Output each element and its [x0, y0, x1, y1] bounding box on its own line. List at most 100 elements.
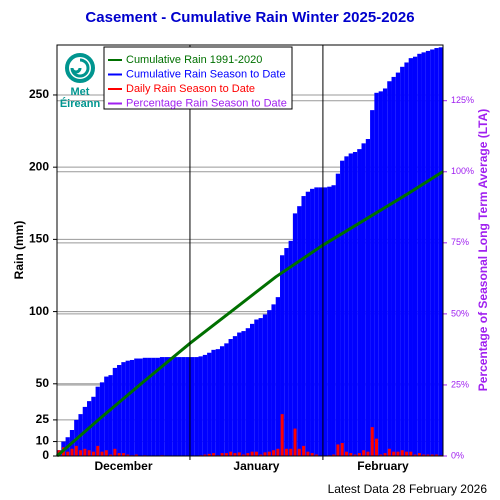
cumulative-bar [262, 314, 268, 456]
x-tick-label: January [233, 459, 279, 473]
daily-bar [224, 453, 228, 456]
cumulative-bar [104, 376, 109, 456]
y2-tick-label: 50% [451, 308, 469, 318]
daily-bar [229, 451, 233, 456]
daily-bar [104, 450, 108, 456]
daily-bar [91, 451, 95, 456]
daily-bar [396, 451, 400, 456]
cumulative-bar [211, 349, 216, 456]
daily-bar [83, 448, 87, 456]
logo-text: Met [71, 86, 90, 98]
y-axis-label: Rain (mm) [12, 221, 26, 280]
cumulative-bar [310, 188, 315, 456]
daily-bar [70, 448, 74, 456]
cumulative-bar [361, 143, 366, 456]
daily-bar [207, 453, 211, 456]
daily-bar [413, 454, 417, 456]
daily-bar [349, 453, 353, 456]
cumulative-bar [159, 357, 165, 456]
cumulative-bar [194, 357, 199, 456]
cumulative-bar [391, 76, 396, 457]
cumulative-bar [155, 357, 160, 456]
daily-bar [314, 454, 318, 456]
daily-bar [409, 451, 413, 456]
daily-bar [289, 448, 293, 456]
cumulative-bar [134, 358, 139, 456]
cumulative-bar [327, 186, 332, 456]
cumulative-bar [185, 357, 190, 456]
y-tick-label: 0 [42, 448, 49, 462]
daily-bar [336, 444, 340, 456]
daily-bar [280, 414, 284, 456]
cumulative-bar [228, 339, 233, 456]
cumulative-bar [177, 357, 182, 456]
cumulative-bar [430, 49, 435, 457]
logo-swirl [70, 58, 90, 78]
daily-bar [375, 438, 379, 456]
x-tick-label: December [94, 459, 152, 473]
y-tick-label: 100 [29, 304, 49, 318]
cumulative-bar [284, 248, 289, 456]
cumulative-bar [112, 367, 118, 456]
cumulative-bar [164, 357, 169, 456]
y-tick-label: 50 [36, 376, 50, 390]
daily-bar [332, 454, 336, 456]
daily-bar [417, 453, 421, 456]
cumulative-bar [374, 92, 379, 456]
daily-bar [357, 453, 361, 456]
daily-bar [237, 452, 241, 456]
cumulative-bar [168, 357, 173, 456]
cumulative-bar [288, 240, 293, 456]
daily-bar [340, 443, 344, 456]
cumulative-bar [258, 318, 263, 456]
daily-bar [246, 453, 250, 456]
cumulative-bar [245, 328, 250, 456]
chart-title: Casement - Cumulative Rain Winter 2025-2… [85, 9, 414, 26]
daily-bar [310, 453, 314, 456]
y2-tick-label: 75% [451, 237, 469, 247]
cumulative-bar [425, 50, 431, 457]
daily-bar [117, 453, 121, 456]
cumulative-bar [219, 346, 225, 456]
daily-bar [344, 451, 349, 456]
y-tick-label: 250 [29, 87, 49, 101]
y2-axis-label: Percentage of Seasonal Long Term Average… [476, 109, 490, 392]
daily-bar [293, 428, 297, 456]
cumulative-bar [202, 354, 208, 456]
cumulative-bar [198, 356, 203, 456]
y-tick-label: 150 [29, 232, 49, 246]
cumulative-bar [237, 332, 242, 456]
cumulative-bar [352, 152, 358, 456]
cumulative-bar [404, 62, 409, 456]
y-tick-label: 10 [36, 434, 50, 448]
cumulative-bar [99, 382, 105, 456]
daily-bar [233, 453, 237, 456]
daily-bar [400, 450, 404, 456]
plot-frame [56, 44, 444, 457]
cumulative-bar [138, 358, 143, 456]
cumulative-bar [147, 357, 152, 456]
legend-label: Percentage Rain Season to Date [126, 97, 287, 109]
daily-bar [250, 451, 254, 456]
daily-bar [387, 448, 391, 456]
cumulative-bar [314, 187, 319, 457]
daily-bar [379, 454, 383, 456]
daily-bar [220, 453, 224, 456]
daily-bar [126, 454, 130, 456]
y2-tick-label: 25% [451, 379, 469, 389]
cumulative-bar [250, 323, 255, 456]
cumulative-bar [125, 360, 130, 456]
footnote: Latest Data 28 February 2026 [328, 482, 488, 496]
daily-bar [79, 450, 83, 456]
cumulative-bar [438, 47, 443, 457]
daily-bar [212, 453, 216, 456]
cumulative-bar [224, 343, 229, 456]
cumulative-bar [108, 375, 113, 456]
cumulative-bar [335, 173, 341, 456]
daily-bar [306, 451, 310, 456]
y2-tick-label: 100% [451, 166, 474, 176]
cumulative-bar [297, 206, 302, 456]
y-tick-label: 25 [36, 412, 50, 426]
cumulative-bar [129, 359, 135, 456]
